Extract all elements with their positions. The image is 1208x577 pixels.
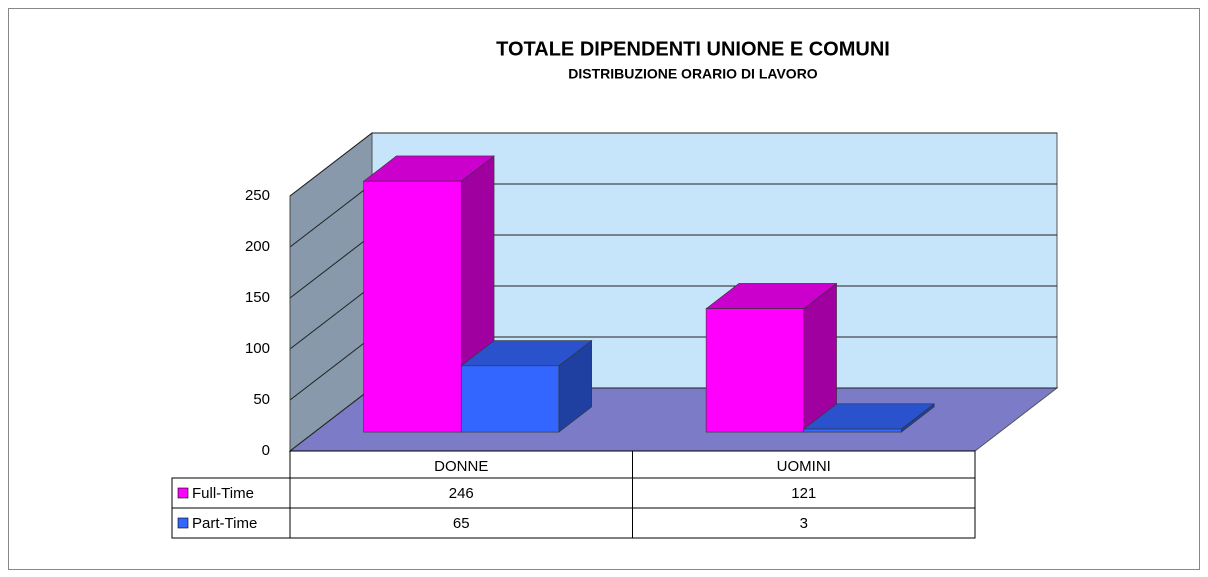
grid-line [289,132,1057,197]
table-row [171,507,976,539]
chart-subtitle: DISTRIBUZIONE ORARIO DI LAVORO [568,66,818,82]
bar [363,180,462,433]
y-tick-label: 250 [245,187,270,204]
legend-swatch [177,517,189,529]
y-tick-label: 150 [245,289,270,306]
chart-title: TOTALE DIPENDENTI UNIONE E COMUNI [496,38,890,60]
table-value: 121 [791,485,816,502]
y-tick-label: 0 [262,442,270,459]
legend-label: Part-Time [192,515,257,532]
bar [803,428,902,433]
bar [460,365,560,433]
legend-label: Full-Time [192,485,254,502]
legend-swatch [177,487,189,499]
table-value: 246 [449,485,474,502]
y-tick-label: 50 [253,391,270,408]
bar [705,308,805,433]
y-tick-label: 200 [245,238,270,255]
y-tick-label: 100 [245,340,270,357]
table-value: 65 [453,515,470,532]
table-value: 3 [800,515,808,532]
x-tick-label: UOMINI [777,458,831,475]
x-tick-label: DONNE [434,458,488,475]
